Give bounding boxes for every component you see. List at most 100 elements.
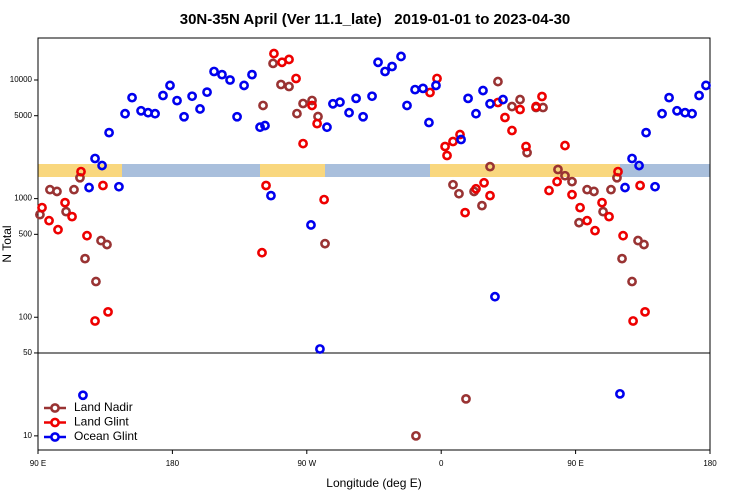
point: [91, 276, 101, 287]
point: [387, 61, 397, 72]
point: [701, 80, 711, 91]
point: [479, 177, 489, 188]
point: [172, 95, 182, 106]
point: [598, 206, 608, 217]
point: [344, 107, 354, 118]
point: [425, 87, 435, 98]
series: [37, 48, 650, 326]
point: [312, 118, 323, 129]
y-tick-label: 500: [19, 229, 33, 238]
point: [628, 316, 638, 326]
point: [127, 92, 137, 103]
point: [507, 101, 517, 112]
point: [187, 91, 198, 102]
point: [460, 207, 470, 218]
legend-marker: [50, 417, 60, 428]
point: [97, 160, 107, 171]
point: [291, 73, 301, 84]
point: [225, 75, 235, 85]
point: [448, 179, 458, 190]
point: [319, 194, 330, 205]
point: [618, 230, 628, 241]
point: [67, 211, 77, 222]
legend-marker: [50, 432, 60, 442]
point: [418, 83, 428, 94]
point: [307, 100, 317, 111]
point: [485, 161, 495, 172]
point: [298, 98, 308, 109]
point: [261, 180, 271, 191]
point: [255, 122, 265, 133]
point: [485, 190, 495, 201]
x-tick-label: 90 E: [30, 459, 46, 468]
point: [150, 108, 160, 119]
point: [120, 108, 130, 119]
point: [37, 202, 47, 213]
series: [35, 58, 649, 441]
y-tick-label: 1000: [14, 194, 32, 203]
point: [471, 108, 481, 119]
point: [69, 184, 79, 195]
point: [258, 100, 268, 111]
point: [515, 104, 525, 115]
point: [335, 97, 345, 108]
point: [454, 188, 464, 199]
point: [456, 134, 466, 145]
point: [284, 54, 294, 65]
land-strip: [260, 164, 325, 177]
point: [320, 238, 330, 249]
point: [461, 393, 471, 404]
point: [90, 153, 100, 164]
x-tick-label: 180: [703, 459, 717, 468]
point: [239, 80, 249, 91]
point: [615, 388, 625, 399]
point: [694, 90, 704, 101]
point: [582, 215, 592, 226]
point: [158, 90, 168, 101]
legend-label: Ocean Glint: [74, 429, 138, 443]
point: [247, 69, 257, 80]
point: [351, 93, 361, 104]
point: [493, 76, 503, 87]
point: [431, 80, 441, 91]
plot-frame: [37, 37, 711, 451]
point: [617, 253, 627, 264]
y-tick-label: 50: [23, 348, 32, 357]
point: [195, 104, 205, 114]
point: [560, 140, 570, 151]
point: [103, 306, 113, 317]
point: [90, 316, 100, 326]
point: [322, 122, 332, 133]
point: [217, 69, 227, 80]
point: [560, 170, 570, 181]
point: [521, 141, 531, 152]
point: [358, 111, 368, 122]
point: [306, 220, 316, 230]
point: [552, 176, 562, 187]
point: [478, 85, 488, 96]
point: [657, 108, 667, 119]
point: [442, 150, 452, 161]
point: [627, 276, 637, 287]
x-tick-label: 90 E: [567, 459, 583, 468]
point: [597, 197, 607, 208]
y-tick-label: 10: [23, 431, 32, 440]
point: [575, 202, 585, 213]
point: [260, 120, 270, 131]
point: [53, 224, 63, 235]
point: [477, 200, 487, 211]
point: [202, 87, 212, 98]
point: [490, 291, 500, 302]
point: [52, 186, 62, 197]
point: [268, 58, 278, 69]
point: [567, 176, 577, 187]
point: [567, 189, 577, 200]
x-axis-label: Longitude (deg E): [326, 476, 421, 490]
point: [78, 390, 88, 401]
point: [380, 66, 390, 77]
point: [500, 112, 510, 123]
x-tick-label: 90 W: [297, 459, 316, 468]
point: [232, 111, 242, 122]
